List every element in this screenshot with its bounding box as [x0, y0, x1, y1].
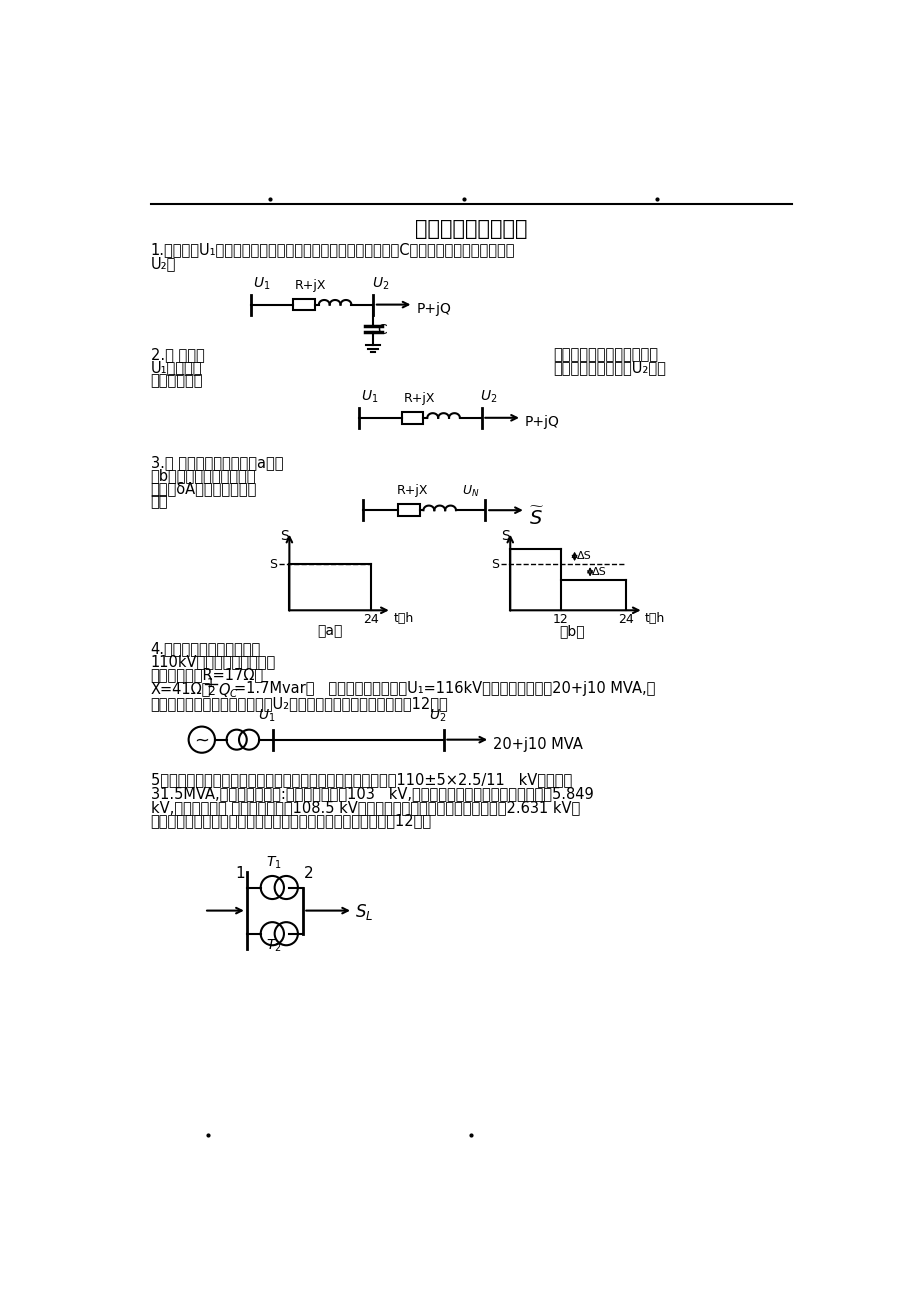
Text: 示系统分析为什么对中枢点: 示系统分析为什么对中枢点	[552, 347, 657, 361]
Text: $\widetilde{S}$: $\widetilde{S}$	[528, 507, 544, 529]
Text: C: C	[378, 322, 387, 337]
Text: 3.　 试就图示系统分析（a）、: 3. 试就图示系统分析（a）、	[151, 455, 283, 469]
Bar	[293, 299, 314, 311]
Text: U₂。: U₂。	[151, 256, 176, 272]
Text: $S_L$: $S_L$	[355, 902, 373, 922]
Text: 2.　 试就图: 2. 试就图	[151, 347, 204, 361]
Text: t（h: t（h	[392, 612, 413, 625]
Text: ΔS: ΔS	[592, 567, 607, 577]
Text: $U_1$: $U_1$	[361, 389, 379, 404]
Text: X=41Ω，: X=41Ω，	[151, 681, 210, 696]
Text: =1.7Mvar，   发电厂高压母线电压U₁=116kV，线路末端负荷为20+j10 MVA,求: =1.7Mvar， 发电厂高压母线电压U₁=116kV，线路末端负荷为20+j1…	[234, 681, 655, 696]
Text: （b）两种情况下线路的电: （b）两种情况下线路的电	[151, 468, 255, 482]
Text: 1: 1	[235, 866, 245, 881]
Text: ~: ~	[194, 732, 210, 749]
Bar	[397, 504, 419, 516]
Text: P+jQ: P+jQ	[525, 416, 560, 429]
Text: 2: 2	[303, 866, 313, 881]
Text: $T_2$: $T_2$	[266, 937, 281, 954]
Text: U₁进行逆调: U₁进行逆调	[151, 360, 202, 374]
Text: $T_1$: $T_1$	[266, 854, 281, 871]
Text: 路的参数为：R=17Ω，: 路的参数为：R=17Ω，	[151, 667, 264, 682]
Text: 1: 1	[207, 676, 215, 689]
Text: 20+j10 MVA: 20+j10 MVA	[493, 737, 583, 753]
Text: 电力系统分析计算题: 电力系统分析计算题	[414, 220, 528, 239]
Text: t（h: t（h	[644, 612, 664, 625]
Text: （b）: （b）	[559, 624, 584, 638]
Text: R+jX: R+jX	[396, 484, 427, 497]
Text: R+jX: R+jX	[294, 278, 326, 291]
Text: 110kV的输电线路供电。线: 110kV的输电线路供电。线	[151, 654, 276, 670]
Text: 24: 24	[618, 614, 634, 627]
Text: $U_2$: $U_2$	[428, 708, 446, 724]
Text: 4.某负荷由发电厂经电压为: 4.某负荷由发电厂经电压为	[151, 641, 261, 656]
Text: $U_2$: $U_2$	[480, 389, 497, 404]
Text: kV,最小负荷时： 高压母线电压为108.5 kV，两台变压器并列运行时的电压损耗为2.631 kV。: kV,最小负荷时： 高压母线电压为108.5 kV，两台变压器并列运行时的电压损…	[151, 800, 579, 815]
Text: 么？: 么？	[151, 494, 168, 510]
Text: $Q_C$: $Q_C$	[218, 681, 238, 699]
Text: （a）: （a）	[317, 624, 343, 638]
Text: 2: 2	[207, 685, 215, 698]
Text: 变电所低压母线要求逆调压，试选择有载调压变压器分接头。（12分）: 变电所低压母线要求逆调压，试选择有载调压变压器分接头。（12分）	[151, 814, 431, 828]
Text: 24: 24	[362, 614, 379, 627]
Text: ΔS: ΔS	[576, 551, 591, 562]
Text: $U_1$: $U_1$	[253, 276, 270, 291]
Text: 压可以对负荷点电压U₂进行: 压可以对负荷点电压U₂进行	[552, 360, 665, 374]
Text: 5、某降压变电所装有两台并联工作的有载调压变压器，电压为110±5×2.5/11   kV，容量为: 5、某降压变电所装有两台并联工作的有载调压变压器，电压为110±5×2.5/11…	[151, 772, 572, 786]
Text: 12: 12	[552, 614, 568, 627]
Text: $U_1$: $U_1$	[258, 708, 276, 724]
Text: $U_N$: $U_N$	[461, 485, 479, 499]
Text: S: S	[501, 529, 509, 543]
Text: S: S	[268, 558, 277, 571]
Text: S: S	[280, 529, 289, 543]
Text: $U_2$: $U_2$	[371, 276, 389, 291]
Text: 能损耗δA，你的结论是什: 能损耗δA，你的结论是什	[151, 481, 256, 495]
Text: 31.5MVA,已知最大负荷时:高压母线电压为103   kV,两台变压器并列运行时的电压损耗为5.849: 31.5MVA,已知最大负荷时:高压母线电压为103 kV,两台变压器并列运行时…	[151, 786, 593, 801]
Text: R+jX: R+jX	[403, 391, 435, 404]
Text: 输电线路的功率损耗和末端电压U₂（计及电压降落的横分量）。（12分）: 输电线路的功率损耗和末端电压U₂（计及电压降落的横分量）。（12分）	[151, 697, 448, 711]
Text: P+jQ: P+jQ	[416, 303, 451, 316]
Text: 控制的原理。: 控制的原理。	[151, 373, 203, 389]
Bar	[402, 412, 423, 424]
Text: S: S	[491, 558, 499, 571]
Text: 1.假设电压U₁固定不变，试就图示系统分析为什么投入电容器C后可以降低线损和提高电压: 1.假设电压U₁固定不变，试就图示系统分析为什么投入电容器C后可以降低线损和提高…	[151, 242, 515, 257]
